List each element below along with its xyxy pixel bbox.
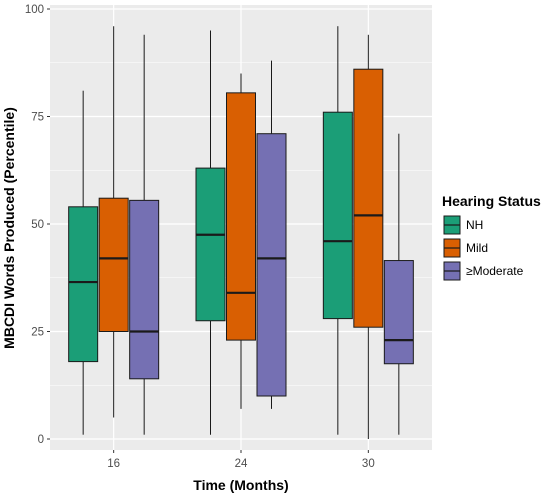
y-tick-label: 25	[31, 327, 44, 339]
box-body	[68, 206, 99, 363]
box-body	[353, 68, 384, 328]
x-tick-label: 30	[362, 458, 375, 470]
box-body	[195, 167, 226, 322]
y-tick-label: 50	[31, 219, 44, 231]
box-≥Moderate-30	[383, 133, 414, 435]
legend-item: ≥Moderate	[443, 261, 524, 281]
x-axis-ticks: 16 24 30	[107, 450, 375, 470]
y-tick-label: 75	[31, 112, 44, 124]
box-NH-24	[195, 30, 226, 435]
boxes-layer	[68, 26, 414, 439]
box-body	[98, 197, 129, 332]
y-tick-label: 0	[38, 434, 44, 446]
legend-label: ≥Moderate	[466, 264, 524, 278]
x-axis-title: Time (Months)	[193, 477, 288, 493]
box-NH-16	[68, 90, 99, 435]
x-tick-label: 24	[235, 458, 248, 470]
legend-label: Mild	[466, 241, 488, 255]
legend: Hearing Status NH Mild ≥Moderate	[442, 193, 541, 281]
box-≥Moderate-16	[129, 34, 160, 435]
box-NH-30	[322, 26, 353, 435]
box-Mild-24	[226, 73, 256, 409]
legend-item: Mild	[443, 238, 488, 258]
box-body	[129, 199, 160, 380]
box-Mild-30	[353, 34, 384, 439]
box-Mild-16	[98, 26, 129, 418]
box-body	[256, 133, 287, 397]
y-axis-title: MBCDI Words Produced (Percentile)	[1, 107, 17, 349]
legend-item: NH	[443, 215, 483, 235]
y-tick-label: 100	[25, 4, 44, 16]
box-body	[226, 92, 256, 341]
x-tick-label: 16	[107, 458, 120, 470]
legend-title: Hearing Status	[442, 193, 541, 209]
box-body	[322, 111, 353, 320]
box-body	[383, 260, 414, 365]
legend-label: NH	[466, 218, 483, 232]
box-≥Moderate-24	[256, 60, 287, 409]
y-axis-ticks: 0 25 50 75 100	[25, 4, 50, 446]
